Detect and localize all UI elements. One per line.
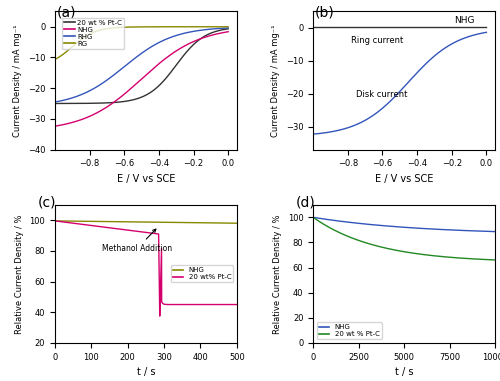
X-axis label: t / s: t / s (395, 367, 413, 377)
Text: (d): (d) (296, 195, 316, 209)
Legend: NHG, 20 wt% Pt-C: NHG, 20 wt% Pt-C (170, 265, 234, 282)
X-axis label: E / V vs SCE: E / V vs SCE (375, 174, 434, 184)
Text: NHG: NHG (454, 16, 474, 26)
Legend: NHG, 20 wt % Pt-C: NHG, 20 wt % Pt-C (316, 322, 382, 339)
X-axis label: t / s: t / s (136, 367, 155, 377)
Text: Ring current: Ring current (352, 36, 404, 45)
Y-axis label: Relative Current Density / %: Relative Current Density / % (273, 214, 282, 334)
Text: (c): (c) (38, 195, 56, 209)
X-axis label: E / V vs SCE: E / V vs SCE (116, 174, 175, 184)
Y-axis label: Relative Current Density / %: Relative Current Density / % (15, 214, 24, 334)
Text: (b): (b) (315, 5, 334, 19)
Text: (a): (a) (56, 5, 76, 19)
Text: Methanol Addition: Methanol Addition (102, 229, 172, 253)
Text: Disk current: Disk current (356, 90, 408, 99)
Y-axis label: Current Density / mA mg⁻¹: Current Density / mA mg⁻¹ (13, 24, 22, 137)
Y-axis label: Current Density / mA mg⁻¹: Current Density / mA mg⁻¹ (272, 24, 280, 137)
Legend: 20 wt % Pt-C, NHG, RHG, RG: 20 wt % Pt-C, NHG, RHG, RG (62, 18, 124, 49)
